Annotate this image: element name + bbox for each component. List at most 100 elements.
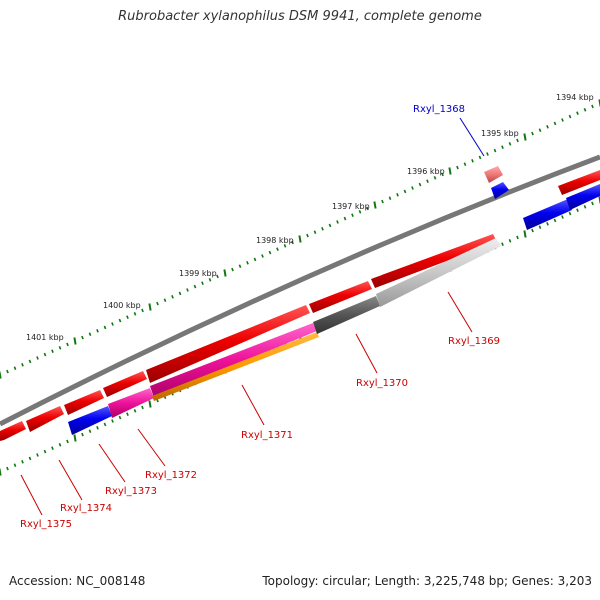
ruler-tick <box>51 349 54 353</box>
ruler-tick <box>126 315 129 319</box>
ruler-tick <box>36 453 39 457</box>
ruler-tick <box>508 239 512 243</box>
gene-label-rxyl-1375[interactable]: Rxyl_1375 <box>20 519 72 530</box>
cds-rxyl-1372[interactable] <box>103 371 147 397</box>
ruler-tick <box>471 159 474 163</box>
gene-label-rxyl-1368[interactable]: Rxyl_1368 <box>413 104 465 115</box>
ruler-tick <box>148 303 152 311</box>
ruler-tick <box>591 201 594 206</box>
gene-label-rxyl-1371[interactable]: Rxyl_1371 <box>241 430 293 441</box>
ruler-tick <box>111 419 114 423</box>
cds-upstream-3[interactable] <box>566 184 600 210</box>
gene-label-rxyl-1369[interactable]: Rxyl_1369 <box>448 336 500 347</box>
cds-upstream-1[interactable] <box>558 170 600 195</box>
ruler-tick <box>28 359 32 364</box>
ruler-tick <box>0 371 2 379</box>
ruler-tick <box>156 301 159 306</box>
annotated-cds-row <box>68 166 600 435</box>
ruler-tick <box>396 193 399 197</box>
ruler-tick <box>13 366 17 370</box>
ruler-tick <box>463 162 467 166</box>
gene-label-rxyl-1373[interactable]: Rxyl_1373 <box>105 486 157 497</box>
gene-label-rxyl-1370[interactable]: Rxyl_1370 <box>356 378 408 389</box>
ruler-tick <box>141 308 144 313</box>
ruler-tick <box>193 284 197 289</box>
ruler-tick <box>66 439 69 444</box>
genome-backbone <box>0 154 600 427</box>
ruler-tick <box>238 264 242 268</box>
ruler-tick <box>538 225 542 229</box>
ruler-tick <box>43 449 47 454</box>
ruler-tick <box>6 466 9 471</box>
ruler-tick <box>448 167 452 175</box>
ruler-tick <box>321 227 324 231</box>
cds-rxyl-1369-fwd[interactable] <box>371 234 497 288</box>
ruler-tick <box>148 400 152 408</box>
cds-rxyl-1371[interactable] <box>150 323 317 398</box>
ruler-tick <box>531 228 534 233</box>
ruler-tick <box>268 250 272 255</box>
ruler-tick <box>163 298 167 302</box>
ruler-tick <box>591 104 594 109</box>
ruler-tick <box>126 412 129 416</box>
ruler-tick <box>21 460 24 464</box>
ruler-tick <box>418 182 422 187</box>
ruler-tick <box>283 244 287 248</box>
cds-rxyl-1373[interactable] <box>68 406 112 435</box>
ruler-tick <box>141 405 144 410</box>
ruler-label-1395: 1395 kbp <box>481 129 519 138</box>
ruler-tick <box>51 446 54 450</box>
cds-rxyl-1374[interactable] <box>26 406 64 432</box>
ruler-tick <box>546 222 549 226</box>
gene-label-rxyl-1372[interactable]: Rxyl_1372 <box>145 470 197 481</box>
ruler-tick <box>186 288 189 292</box>
accession-text: Accession: NC_008148 <box>9 574 146 588</box>
ruler-tick <box>531 131 534 136</box>
ruler-tick <box>81 335 84 340</box>
cds-rxyl-1373-fwd[interactable] <box>64 390 104 415</box>
ruler-tick <box>36 356 39 360</box>
cds-rxyl-1371-fwd[interactable] <box>146 305 310 383</box>
ruler-tick <box>486 152 489 156</box>
ruler-tick <box>133 409 137 413</box>
cds-rxyl-1372-pink[interactable] <box>108 388 154 418</box>
ruler-tick <box>96 426 99 430</box>
ruler-tick <box>118 318 122 323</box>
ruler-tick <box>441 172 444 177</box>
ruler-tick <box>201 281 204 285</box>
ruler-tick <box>553 121 557 126</box>
cds-rxyl-1369[interactable] <box>376 238 501 307</box>
ruler-tick <box>88 332 92 336</box>
ruler-tick <box>171 295 174 299</box>
ruler-tick <box>516 235 519 240</box>
ruler-label-1400: 1400 kbp <box>103 301 141 310</box>
ruler-tick <box>261 254 264 258</box>
ruler-tick <box>523 133 527 141</box>
ruler-tick <box>306 233 309 238</box>
ruler-label-1398: 1398 kbp <box>256 236 294 245</box>
cds-rxyl-1368[interactable] <box>491 182 509 199</box>
ruler-label-1397: 1397 kbp <box>332 202 370 211</box>
ruler-tick <box>6 369 9 374</box>
ruler-tick <box>208 278 212 282</box>
ruler-tick <box>178 291 182 296</box>
ruler-tick <box>516 138 519 143</box>
gene-label-rxyl-1374[interactable]: Rxyl_1374 <box>60 503 112 514</box>
ruler-tick <box>73 337 77 345</box>
ruler-tick <box>88 429 92 433</box>
cds-rxyl-1371-orange[interactable] <box>152 332 319 401</box>
cds-upstream-2[interactable] <box>523 199 572 230</box>
ruler-tick <box>103 325 107 330</box>
ruler-tick <box>58 346 62 350</box>
cds-rxyl-1368-salmon[interactable] <box>484 166 503 183</box>
cds-rxyl-1370[interactable] <box>313 296 380 334</box>
cds-rxyl-1375[interactable] <box>0 421 26 441</box>
ruler-tick <box>456 165 459 170</box>
ruler-tick <box>343 216 347 221</box>
ruler-tick <box>66 342 69 347</box>
ruler-tick <box>103 422 107 427</box>
cds-rxyl-1370-fwd[interactable] <box>309 281 372 313</box>
ruler-tick <box>246 261 249 265</box>
ruler-tick <box>388 196 392 200</box>
